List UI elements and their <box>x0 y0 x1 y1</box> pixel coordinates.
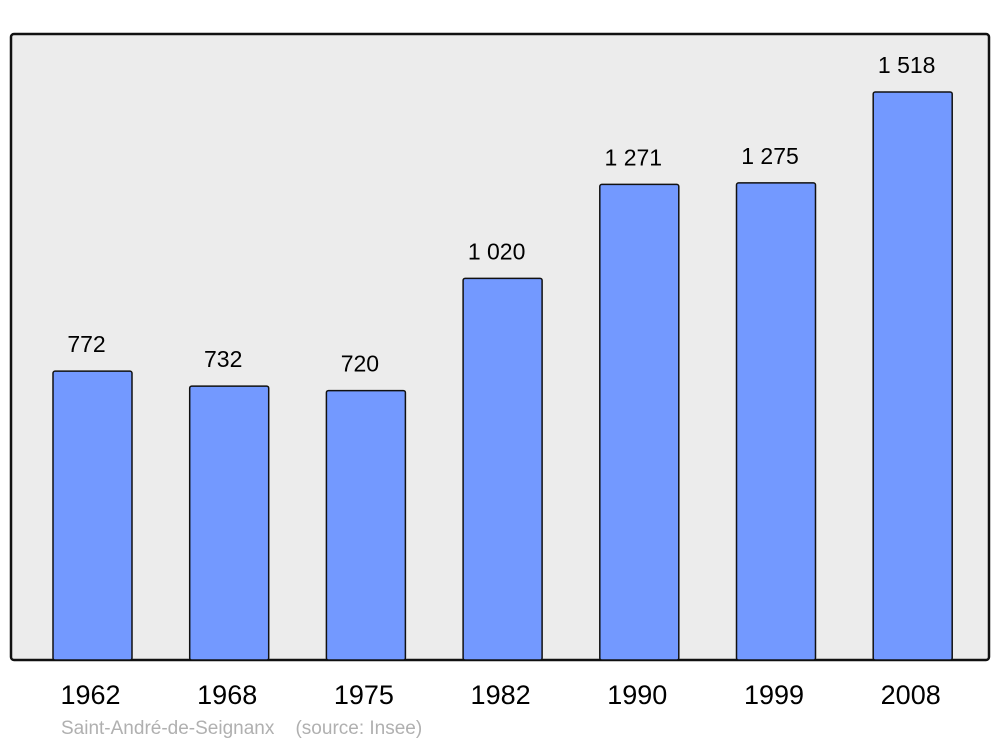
bar-1975 <box>325 389 407 661</box>
value-label-1990: 1 271 <box>605 144 663 170</box>
value-label-1962: 772 <box>67 331 105 357</box>
bar-2008 <box>872 91 953 661</box>
x-tick-label-1999: 1999 <box>744 680 804 710</box>
bar-1999 <box>735 182 817 661</box>
x-tick-label-1990: 1990 <box>607 680 667 710</box>
x-tick-label-1982: 1982 <box>471 680 531 710</box>
footer: Saint-André-de-Seignanx (source: Insee) <box>61 718 422 740</box>
value-label-1982: 1 020 <box>468 238 526 264</box>
x-tick-label-1962: 1962 <box>60 680 120 710</box>
x-tick-label-1975: 1975 <box>334 680 394 710</box>
value-label-1975: 720 <box>341 351 379 377</box>
value-label-1999: 1 275 <box>741 143 799 169</box>
bar-1990 <box>599 183 680 661</box>
value-label-2008: 1 518 <box>878 52 936 78</box>
value-label-1968: 732 <box>204 346 242 372</box>
footer-place: Saint-André-de-Seignanx <box>61 718 275 739</box>
bar-1968 <box>188 385 270 661</box>
x-tick-label-2008: 2008 <box>881 680 941 710</box>
x-tick-label-1968: 1968 <box>197 680 257 710</box>
bar-1962 <box>52 370 133 661</box>
footer-source: (source: Insee) <box>295 718 423 739</box>
bar-1982 <box>462 277 543 661</box>
